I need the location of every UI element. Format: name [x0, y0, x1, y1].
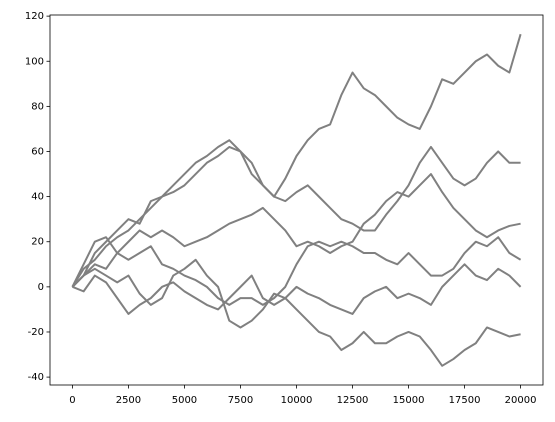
- y-tick-label: 40: [31, 192, 44, 203]
- x-tick-label: 20000: [505, 395, 537, 406]
- series-line: [71, 236, 522, 306]
- x-tick-label: 0: [69, 395, 75, 406]
- y-tick-label: -20: [28, 327, 44, 338]
- x-tick-label: 2500: [116, 395, 141, 406]
- series-line: [71, 258, 521, 367]
- x-tick-label: 10000: [281, 395, 313, 406]
- series-line: [71, 145, 521, 288]
- y-tick-label: 60: [31, 146, 44, 157]
- series-line: [71, 33, 522, 288]
- y-tick-label: 120: [25, 11, 44, 22]
- y-tick-label: 80: [31, 101, 44, 112]
- x-tick-label: 15000: [393, 395, 425, 406]
- series-line: [71, 173, 521, 288]
- x-tick-label: 12500: [337, 395, 369, 406]
- plot-frame: [49, 14, 544, 386]
- series-line: [72, 263, 522, 315]
- x-tick-label: 5000: [172, 395, 197, 406]
- y-tick-label: 100: [25, 56, 44, 67]
- y-tick-label: -40: [28, 372, 44, 383]
- y-tick-label: 20: [31, 237, 44, 248]
- x-tick-label: 7500: [228, 395, 253, 406]
- y-tick-label: 0: [38, 282, 44, 293]
- x-tick-label: 17500: [449, 395, 481, 406]
